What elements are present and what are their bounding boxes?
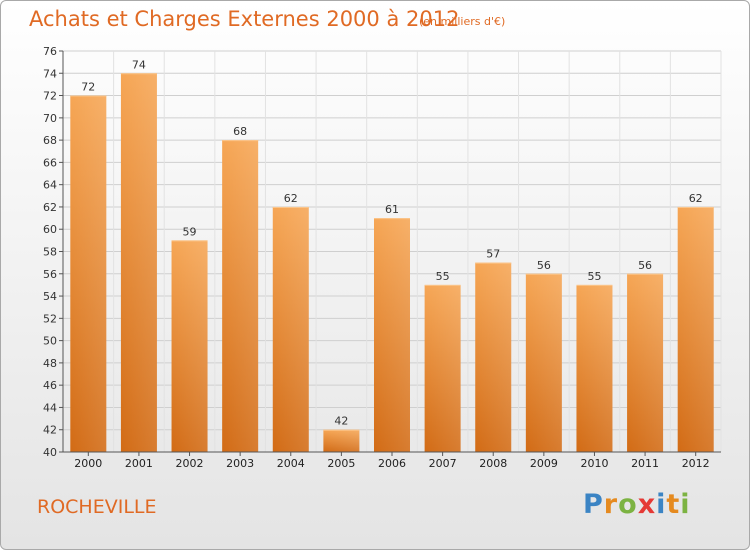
commune-name: ROCHEVILLE — [37, 496, 157, 518]
y-tick-label: 56 — [43, 268, 57, 281]
data-label: 59 — [183, 225, 197, 238]
bar-sheen — [222, 140, 259, 452]
x-tick-label: 2007 — [429, 457, 457, 470]
y-tick-label: 48 — [43, 357, 57, 370]
data-label: 74 — [132, 58, 146, 71]
y-tick-label: 68 — [43, 134, 57, 147]
data-label: 55 — [587, 270, 601, 283]
logo-letter: i — [656, 489, 667, 520]
bar-sheen — [272, 206, 309, 452]
data-label: 68 — [233, 125, 247, 138]
logo-letter: P — [583, 489, 604, 520]
data-label: 62 — [689, 192, 703, 205]
y-tick-label: 70 — [43, 112, 57, 125]
y-tick-label: 54 — [43, 290, 57, 303]
x-tick-label: 2012 — [682, 457, 710, 470]
y-tick-label: 44 — [43, 401, 57, 414]
logo-letter: x — [637, 489, 657, 520]
y-tick-label: 64 — [43, 179, 57, 192]
data-label: 61 — [385, 203, 399, 216]
bar-sheen — [677, 206, 714, 452]
data-label: 55 — [436, 270, 450, 283]
bar-sheen — [374, 218, 410, 452]
proxiti-logo: Proxiti — [583, 489, 691, 520]
x-tick-label: 2001 — [125, 457, 153, 470]
logo-letter: o — [618, 489, 638, 520]
x-tick-label: 2000 — [74, 457, 102, 470]
bar-sheen — [424, 284, 461, 452]
bar-sheen — [323, 429, 360, 452]
chart-title: Achats et Charges Externes 2000 à 2012 — [29, 7, 460, 31]
logo-letter: t — [666, 489, 681, 520]
y-tick-label: 74 — [43, 67, 57, 80]
logo-letter: i — [680, 489, 691, 520]
x-tick-label: 2002 — [176, 457, 204, 470]
y-tick-label: 62 — [43, 201, 57, 214]
bar-sheen — [70, 95, 107, 453]
chart-subtitle: (en milliers d'€) — [419, 15, 506, 28]
bar-sheen — [627, 273, 664, 452]
bar-sheen — [475, 262, 512, 452]
x-tick-label: 2011 — [631, 457, 659, 470]
y-tick-label: 72 — [43, 90, 57, 103]
x-tick-label: 2006 — [378, 457, 406, 470]
y-tick-label: 40 — [43, 446, 57, 459]
y-tick-label: 76 — [43, 45, 57, 58]
y-tick-label: 60 — [43, 223, 57, 236]
data-label: 56 — [537, 259, 551, 272]
x-tick-label: 2004 — [277, 457, 305, 470]
y-tick-label: 58 — [43, 246, 57, 259]
data-label: 72 — [81, 81, 95, 94]
y-tick-label: 42 — [43, 424, 57, 437]
y-tick-label: 66 — [43, 156, 57, 169]
x-tick-label: 2009 — [530, 457, 558, 470]
y-tick-label: 46 — [43, 379, 57, 392]
bar-sheen — [171, 240, 208, 452]
data-label: 56 — [638, 259, 652, 272]
y-tick-label: 52 — [43, 312, 57, 325]
logo-letter: r — [603, 489, 619, 520]
data-label: 57 — [486, 248, 500, 261]
bar-sheen — [576, 284, 613, 452]
x-tick-label: 2010 — [580, 457, 608, 470]
bar-sheen — [120, 73, 157, 453]
y-tick-label: 50 — [43, 335, 57, 348]
x-tick-label: 2005 — [327, 457, 355, 470]
bar-sheen — [525, 273, 562, 452]
data-label: 62 — [284, 192, 298, 205]
data-label: 42 — [334, 415, 348, 428]
x-tick-label: 2008 — [479, 457, 507, 470]
x-tick-label: 2003 — [226, 457, 254, 470]
